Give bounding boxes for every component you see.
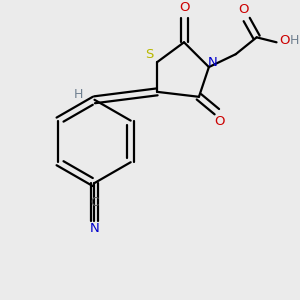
Text: O: O [238,3,249,16]
Text: O: O [179,1,189,14]
Text: S: S [145,48,153,61]
Text: H: H [74,88,83,101]
Text: O: O [214,115,225,128]
Text: C: C [90,196,99,209]
Text: H: H [290,34,299,47]
Text: O: O [279,34,290,47]
Text: N: N [208,56,218,69]
Text: N: N [90,222,99,235]
